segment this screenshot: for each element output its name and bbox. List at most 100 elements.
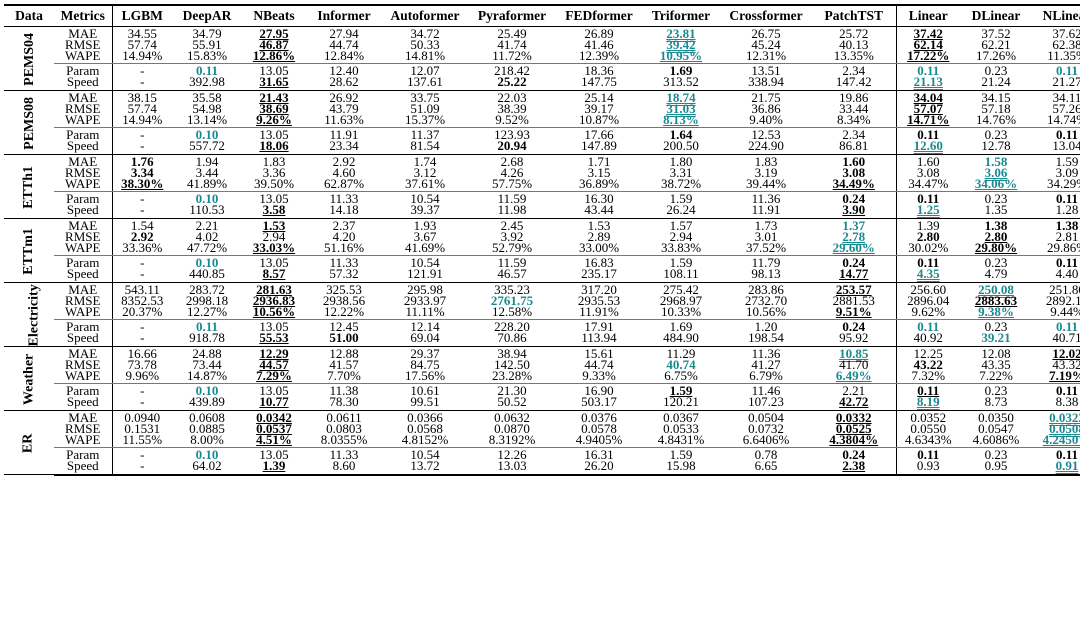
value-cell: 9.52% [468,113,556,129]
value-cell: 34.47% [896,177,960,193]
value-cell: 18.36 [584,63,614,79]
value-cell: 1.69 [669,319,693,335]
value-cell: 3.90 [812,203,897,219]
value-cell: 2.45 [500,217,524,233]
value-cell: 14.94% [112,49,172,65]
value-cell: 78.30 [306,395,382,411]
table-row: Param - 0.10 13.05 11.91 11.37 123.93 17.66 1.64… [4,127,1080,143]
value-cell: 7.19% [1032,369,1080,385]
header-triformer: Triformer [642,4,720,27]
value-cell: 1.38 [984,217,1008,233]
value-cell: 42.72 [812,395,897,411]
value-cell: 0.24 [812,319,897,333]
value-cell: - [140,319,145,335]
value-cell: 235.17 [556,267,642,283]
value-cell: 1.53 [262,217,286,233]
table-row: Speed -392.98 31.65 28.62 137.61 25.22 147.75 3… [4,75,1080,91]
value-cell: 1.59 [669,383,693,399]
value-cell: 12.08 [981,345,1011,361]
value-cell: 2883.63 [974,292,1018,308]
value-cell: 0.11 [1055,447,1079,463]
value-cell: 0.10 [195,191,219,207]
value-cell: 0.91 [1032,459,1080,476]
table-row: Weather MAE 16.66 24.88 12.29 12.88 29.37 38.94… [4,345,1080,411]
value-cell: 33.44 [812,102,897,115]
value-cell: 51.16% [306,241,382,257]
value-cell: 13.04 [1032,139,1080,155]
dataset-name: Electricity [26,284,42,347]
value-cell: 21.43 [259,89,289,105]
value-cell: 3.67 [413,228,437,244]
value-cell: 2.94 [669,228,693,244]
value-cell: 2761.75 [490,292,534,308]
value-cell: 4.8152% [382,433,468,449]
value-cell: 3.09 [1055,164,1079,180]
metric-label: MAE [54,282,113,296]
value-cell: 0.10 [195,447,219,463]
table-row: RMSE 57.74 54.98 38.69 43.79 51.09 38.39 39.17 3… [4,102,1080,115]
value-cell: 37.52% [720,241,812,257]
value-cell: 21.27 [1032,75,1080,91]
value-cell: 20.37% [112,305,172,321]
value-cell: 2896.04 [907,292,950,308]
dataset-name: ETTh1 [20,166,36,209]
table-row: Param - 0.11 13.05 12.40 12.07 218.42 18.36 1.69… [4,63,1080,79]
value-cell: 1.54 [130,217,154,233]
header-autoformer: Autoformer [382,4,468,27]
value-cell: 46.57 [468,267,556,283]
value-cell: 26.75 [751,26,781,41]
value-cell: 0.0803 [326,420,362,436]
value-cell: 55.53 [242,331,306,347]
value-cell: 1.25 [896,203,960,219]
table-row: RMSE 8352.53 2998.18 2936.83 2938.56 2933.97 2… [4,292,1080,308]
value-cell: 10.77 [242,395,306,411]
value-cell: 0.0568 [407,420,443,436]
value-cell: 28.62 [306,75,382,91]
value-cell: 200.50 [642,139,720,155]
value-cell: 543.11 [124,281,160,297]
value-cell: 20.94 [468,139,556,155]
value-cell: 34.15 [981,89,1011,105]
value-cell: 0.11 [195,63,219,79]
value-cell: 39.21 [960,331,1032,347]
value-cell: 40.13 [812,38,897,51]
value-cell: 15.37% [382,113,468,129]
dataset-name: PEMS04 [22,33,38,86]
value-cell: 41.27 [751,356,781,372]
value-cell: 47.72% [172,241,242,257]
dataset-label: ETTm1 [4,218,54,283]
value-cell: 2.68 [500,153,524,169]
value-cell: 23.28% [468,369,556,385]
value-cell: 12.53 [751,127,781,143]
value-cell: 0.0611 [326,409,362,425]
value-cell: - [112,459,172,476]
value-cell: 26.24 [642,203,720,219]
metric-label: Param [54,319,113,333]
value-cell: 1.57 [669,217,693,233]
value-cell: 34.29% [1032,177,1080,193]
value-cell: 10.85 [812,346,897,360]
metric-label: WAPE [54,240,113,257]
value-cell: 3.31 [669,164,693,180]
metric-label: Param [54,191,113,206]
value-cell: 26.92 [329,89,359,105]
value-cell: 137.61 [382,75,468,91]
value-cell: 2.21 [812,383,897,397]
value-cell: 11.59 [497,255,527,271]
value-cell: 2935.53 [577,292,621,308]
value-cell: 253.57 [812,282,897,296]
value-cell: 0.93 [896,459,960,476]
value-cell: 10.54 [410,447,440,463]
header-pyraformer: Pyraformer [468,4,556,27]
value-cell: - [112,75,172,91]
table-row: Speed -110.53 3.58 14.18 39.37 11.98 43.44 26.2… [4,203,1080,219]
metric-label: WAPE [54,176,113,193]
metric-label: Param [54,255,113,269]
value-cell: 16.66 [127,345,157,361]
value-cell: 283.86 [748,281,784,297]
metric-label: RMSE [54,422,113,435]
value-cell: 1.69 [669,63,693,79]
value-cell: 1.39 [242,459,306,476]
value-cell: 8.38 [1032,395,1080,411]
value-cell: 14.94% [112,113,172,129]
